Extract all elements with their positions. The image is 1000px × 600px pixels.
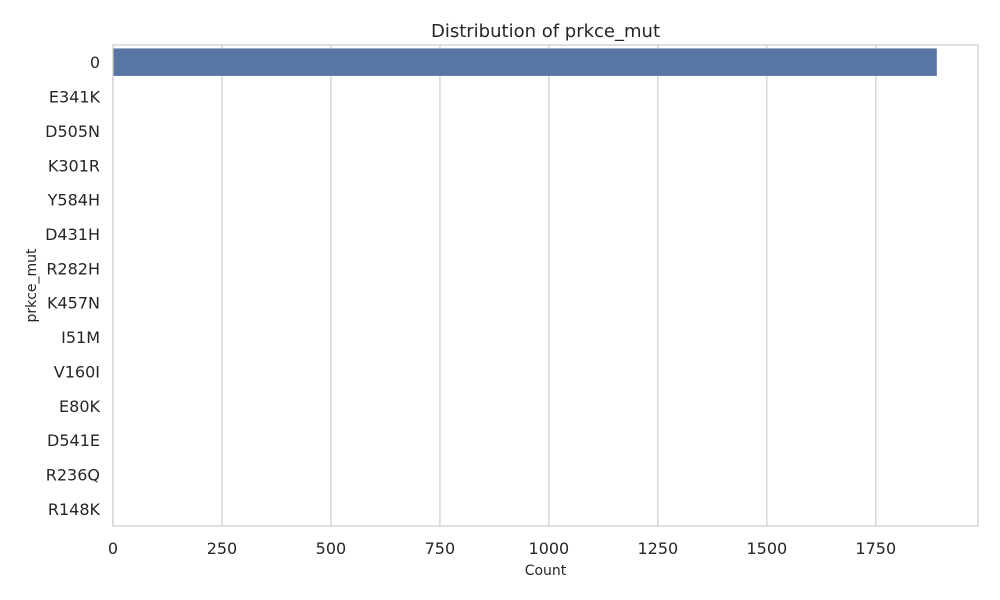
y-tick-label: D505N <box>45 122 100 141</box>
y-tick-label: R236Q <box>46 465 100 484</box>
y-tick-label: V160I <box>54 362 100 381</box>
x-tick-label: 1250 <box>637 539 678 558</box>
y-tick-label: D431H <box>45 225 100 244</box>
chart-title: Distribution of prkce_mut <box>431 21 660 42</box>
x-tick-label: 750 <box>425 539 456 558</box>
x-tick-label: 250 <box>207 539 238 558</box>
x-tick-label: 1000 <box>529 539 570 558</box>
y-tick-label: 0 <box>90 53 100 72</box>
plot-frame <box>112 44 979 527</box>
x-tick-label: 1500 <box>746 539 787 558</box>
x-tick-labels: 0 250 500 750 1000 1250 1500 1750 <box>108 539 896 558</box>
y-tick-label: R282H <box>46 259 100 278</box>
y-tick-label: Y584H <box>47 191 100 210</box>
y-tick-label: I51M <box>61 328 100 347</box>
y-tick-label: K301R <box>48 156 100 175</box>
y-tick-label: E341K <box>49 88 101 107</box>
x-axis-label: Count <box>525 563 567 579</box>
y-axis-label: prkce_mut <box>24 248 40 323</box>
bars <box>113 48 937 523</box>
y-tick-label: E80K <box>59 397 100 416</box>
x-tick-label: 0 <box>108 539 118 558</box>
gridlines <box>112 45 877 526</box>
x-tick-label: 1750 <box>855 539 896 558</box>
y-tick-labels: 0 E341K D505N K301R Y584H D431H R282H K457N I51M… <box>45 53 100 519</box>
y-tick-label: R148K <box>48 500 101 519</box>
x-tick-label: 500 <box>316 539 347 558</box>
bar-0 <box>113 48 937 76</box>
y-tick-label: D541E <box>47 431 100 450</box>
y-tick-label: K457N <box>47 294 100 313</box>
